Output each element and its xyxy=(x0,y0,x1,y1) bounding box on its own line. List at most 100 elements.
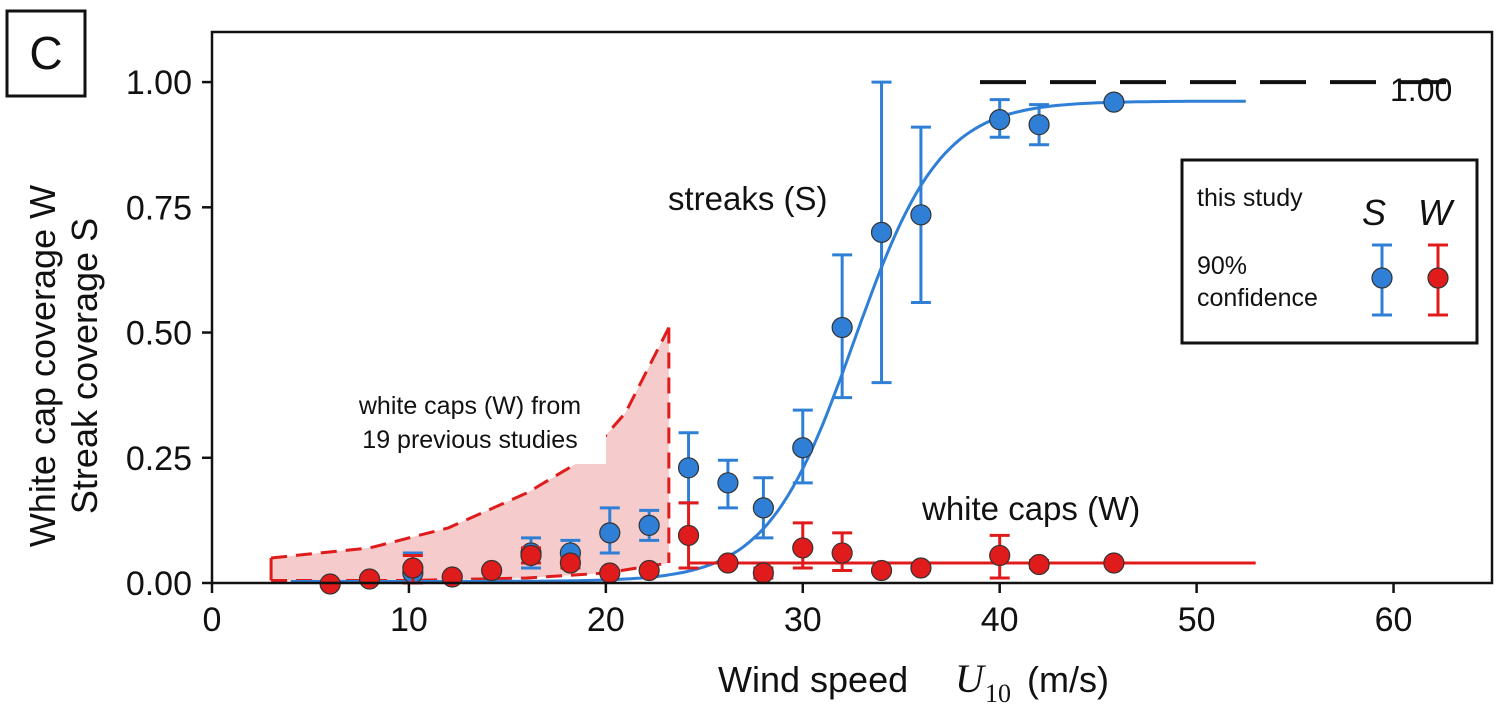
whitecap-marker xyxy=(752,562,774,584)
whitecap-point-4 xyxy=(481,559,503,582)
whitecap-point-13 xyxy=(831,531,853,572)
whitecap-point-10 xyxy=(717,552,739,574)
y-tick-label: 0.25 xyxy=(126,440,192,478)
legend-w-symbol-marker xyxy=(1427,267,1449,289)
x-tick-label: 40 xyxy=(981,601,1019,639)
previous-studies-band-layer xyxy=(269,326,671,582)
whitecap-point-12 xyxy=(792,521,814,570)
streak-marker xyxy=(989,109,1011,131)
whitecap-marker xyxy=(520,544,542,567)
legend-symbols xyxy=(1371,243,1449,317)
streak-marker xyxy=(1028,114,1050,136)
band-label-background xyxy=(318,386,606,464)
streak-point-10 xyxy=(870,80,893,385)
streak-point-13 xyxy=(1028,103,1050,147)
streak-point-6 xyxy=(717,458,739,510)
legend-w-symbol xyxy=(1427,243,1449,317)
streak-point-11 xyxy=(910,125,932,304)
x-tick-label: 20 xyxy=(587,601,625,639)
white-caps-annotation: white caps (W) xyxy=(921,490,1140,527)
whitecap-marker xyxy=(831,542,853,564)
whitecap-point-5 xyxy=(520,544,542,567)
whitecap-point-15 xyxy=(910,557,932,579)
y-tick-label: 1.00 xyxy=(126,64,192,102)
streak-point-3 xyxy=(599,506,621,555)
streak-marker xyxy=(717,472,739,494)
streak-marker xyxy=(831,316,853,339)
streak-marker xyxy=(638,514,660,536)
legend: this study S W 90% confidence xyxy=(1180,158,1479,345)
whitecap-point-6 xyxy=(559,552,582,574)
streak-point-4 xyxy=(638,508,660,542)
y-tick-label: 0.50 xyxy=(126,315,192,353)
previous-studies-band-lower xyxy=(271,561,670,582)
x-tick-label: 30 xyxy=(784,601,822,639)
plot-frame xyxy=(210,30,1494,585)
y-axis-label-line2: Streak coverage S xyxy=(64,218,105,514)
whitecap-marker xyxy=(910,557,932,579)
whitecap-point-9 xyxy=(677,501,700,570)
streak-marker xyxy=(792,437,814,459)
x-tick-label: 60 xyxy=(1375,601,1413,639)
whitecap-marker xyxy=(638,559,660,582)
whitecap-marker xyxy=(677,524,700,547)
legend-s-symbol-marker xyxy=(1371,267,1393,289)
streak-point-5 xyxy=(677,431,700,505)
x-tick-label: 10 xyxy=(390,601,428,639)
legend-title: this study xyxy=(1197,184,1303,212)
y-tick-label: 0.75 xyxy=(126,189,192,227)
whitecap-marker xyxy=(559,552,582,574)
whitecap-marker xyxy=(402,557,424,579)
whitecap-marker xyxy=(481,559,503,582)
y-axis-label-line1: White cap coverage W xyxy=(22,185,63,547)
panel-label-box xyxy=(5,9,87,98)
whitecap-marker xyxy=(870,559,893,582)
whitecap-marker xyxy=(1028,553,1050,576)
whitecap-point-1 xyxy=(358,568,381,590)
streak-point-9 xyxy=(831,253,853,400)
whitecap-point-8 xyxy=(638,559,660,582)
legend-confidence-line2: confidence xyxy=(1197,284,1318,312)
whitecap-marker xyxy=(1103,552,1125,574)
legend-box xyxy=(1180,158,1479,345)
points-layer xyxy=(319,80,1125,595)
x-tick-label: 50 xyxy=(1178,601,1216,639)
legend-s-symbol xyxy=(1371,243,1393,317)
whitecap-marker xyxy=(599,562,621,584)
whitecap-point-11 xyxy=(752,562,774,584)
whitecap-point-16 xyxy=(989,533,1011,580)
band-label-line1: white caps (W) from xyxy=(358,392,581,420)
whitecap-point-14 xyxy=(870,559,893,582)
legend-s-header: S xyxy=(1362,192,1386,233)
whitecap-marker xyxy=(989,544,1011,567)
x-axis-label-unit: (m/s) xyxy=(1027,659,1109,700)
streak-marker xyxy=(677,457,700,479)
streak-marker xyxy=(1103,91,1125,113)
y-tick-label: 0.00 xyxy=(126,565,192,603)
streak-marker xyxy=(910,204,932,226)
whitecap-marker xyxy=(358,568,381,590)
axes-layer: 0 10 20 30 40 50 60 0.00 0.25 0.50 0.75 1.00 xyxy=(126,30,1494,639)
x-axis-label: Wind speed U 10 (m/s) xyxy=(718,656,1109,708)
streak-marker xyxy=(870,221,893,243)
previous-studies-band-fill xyxy=(271,327,669,581)
x-axis-label-symbol: U xyxy=(955,656,987,701)
x-tick-label: 0 xyxy=(203,601,222,639)
band-label-line2: 19 previous studies xyxy=(362,426,577,454)
panel-label: C xyxy=(29,27,62,79)
reference-line-label: 1.00 xyxy=(1390,72,1452,108)
whitecap-point-17 xyxy=(1028,553,1050,576)
legend-w-header: W xyxy=(1418,192,1455,233)
whitecap-point-7 xyxy=(599,562,621,584)
x-axis-label-subscript: 10 xyxy=(985,679,1011,708)
whitecap-marker xyxy=(792,537,814,559)
streak-marker xyxy=(599,522,621,544)
streak-point-7 xyxy=(752,476,774,540)
streak-marker xyxy=(752,497,774,519)
legend-confidence-line1: 90% xyxy=(1197,252,1247,280)
streaks-annotation: streaks (S) xyxy=(668,180,828,217)
streak-point-8 xyxy=(792,408,814,485)
streak-point-12 xyxy=(989,98,1011,139)
whitecap-point-18 xyxy=(1103,552,1125,574)
